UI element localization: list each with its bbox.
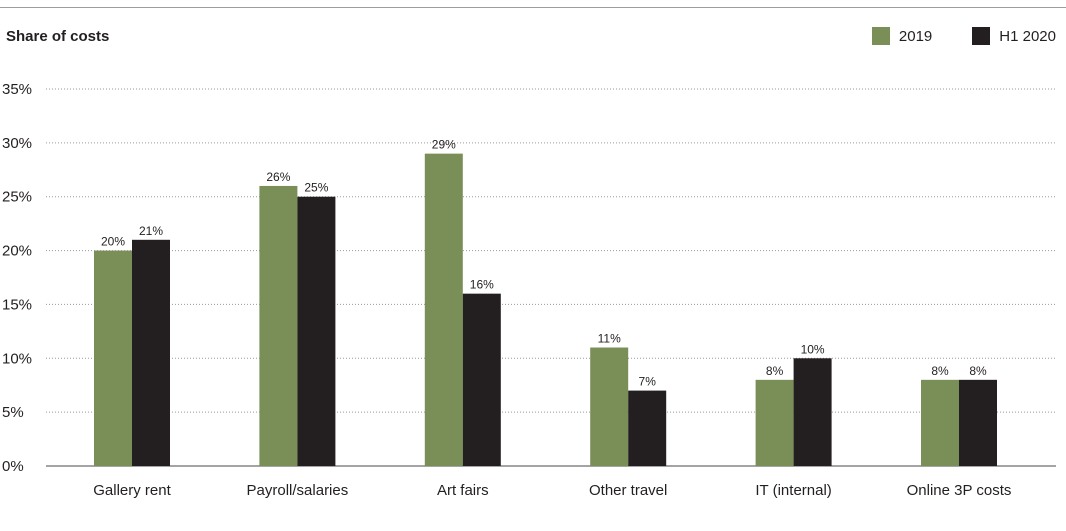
category-label: Other travel bbox=[589, 482, 667, 499]
y-tick-label: 0% bbox=[2, 458, 24, 475]
category-label: Payroll/salaries bbox=[247, 482, 349, 499]
bar bbox=[94, 250, 132, 466]
bar bbox=[628, 390, 667, 466]
bar bbox=[959, 379, 997, 466]
data-label: 8% bbox=[766, 364, 784, 378]
y-tick-label: 5% bbox=[2, 404, 24, 421]
data-label: 16% bbox=[470, 278, 494, 292]
y-tick-label: 15% bbox=[2, 296, 32, 313]
legend-swatch-h1-2020 bbox=[972, 27, 991, 45]
data-label: 25% bbox=[304, 181, 328, 195]
bar bbox=[590, 347, 629, 466]
data-label: 10% bbox=[801, 342, 825, 356]
legend-label-2019: 2019 bbox=[898, 27, 933, 45]
bar bbox=[921, 379, 959, 466]
labels-layer: 0% 5% 10% 15% 20% 25% 30% 35% 20% 21% Gallery rent… bbox=[2, 81, 1011, 499]
category-label: Online 3P costs bbox=[907, 482, 1012, 499]
bar bbox=[259, 185, 298, 466]
legend-item-h1-2020: H1 2020 bbox=[972, 27, 1056, 45]
y-tick-label: 30% bbox=[2, 135, 32, 152]
top-rule bbox=[0, 7, 1066, 8]
grid-layer bbox=[46, 88, 1056, 467]
y-tick-label: 35% bbox=[2, 81, 32, 98]
category-label: IT (internal) bbox=[755, 482, 831, 499]
data-label: 8% bbox=[969, 364, 987, 378]
bars-layer bbox=[94, 153, 997, 466]
category-label: Art fairs bbox=[437, 482, 489, 499]
bar bbox=[755, 379, 794, 466]
data-label: 29% bbox=[432, 138, 456, 152]
legend-item-2019: 2019 bbox=[871, 27, 933, 45]
data-label: 21% bbox=[139, 224, 163, 238]
legend: 2019 H1 2020 bbox=[832, 27, 1056, 45]
category-label: Gallery rent bbox=[93, 482, 171, 499]
data-label: 20% bbox=[101, 235, 125, 249]
legend-label-h1-2020: H1 2020 bbox=[999, 27, 1056, 45]
bar bbox=[462, 293, 501, 466]
y-tick-label: 10% bbox=[2, 350, 32, 367]
data-label: 26% bbox=[266, 170, 290, 184]
bar bbox=[132, 239, 170, 466]
data-label: 11% bbox=[598, 332, 621, 346]
chart-title: Share of costs bbox=[6, 28, 110, 45]
data-label: 8% bbox=[931, 364, 949, 378]
y-tick-label: 25% bbox=[2, 189, 32, 206]
bar bbox=[793, 358, 832, 466]
bar bbox=[297, 196, 336, 466]
data-label: 7% bbox=[639, 375, 657, 389]
bar bbox=[424, 153, 463, 466]
legend-swatch-2019 bbox=[871, 27, 890, 45]
y-tick-label: 20% bbox=[2, 243, 32, 260]
